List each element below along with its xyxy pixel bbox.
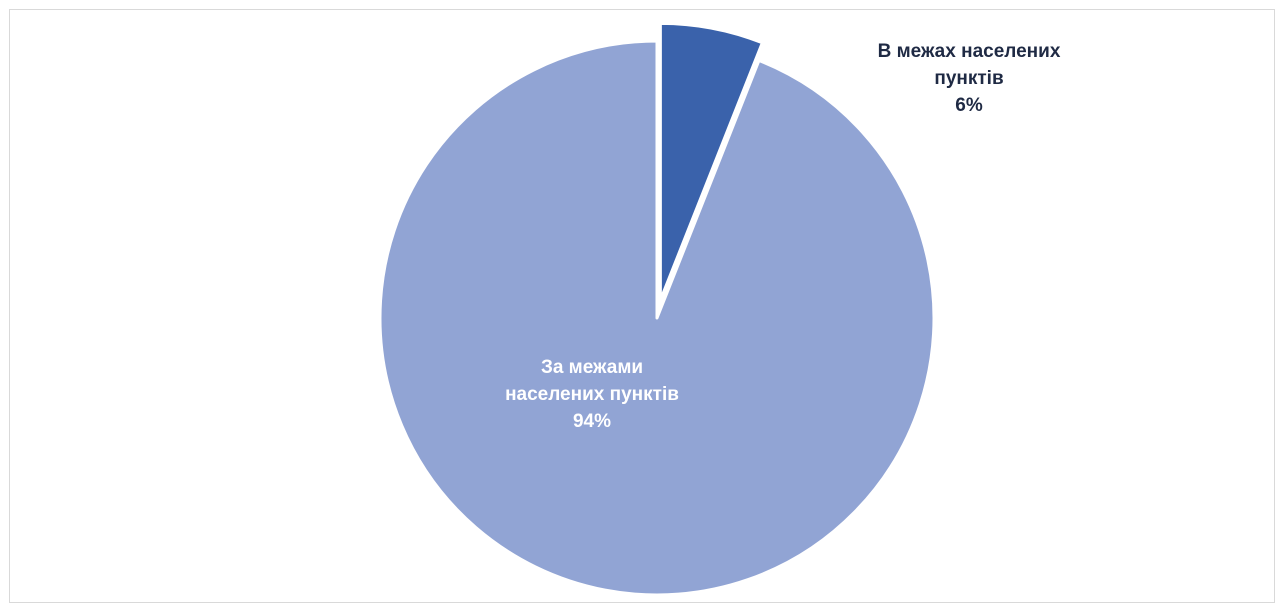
pie-slice-label-line: населених пунктів — [505, 384, 679, 405]
pie-slice-1 — [658, 21, 764, 302]
pie-slice-label-line: За межами — [541, 357, 643, 378]
pie-slice-percent: 6% — [955, 95, 983, 116]
pie-slices — [378, 21, 936, 597]
pie-slice-label-line: В межах населених — [878, 41, 1061, 62]
pie-slice-percent: 94% — [573, 411, 611, 432]
pie-labels: В межах населених пунктів 6% За межами насел… — [505, 41, 1061, 432]
pie-slice-label-line: пунктів — [934, 68, 1003, 89]
pie-slice-label-2: За межами населених пунктів 94% — [505, 357, 679, 432]
pie-slice-label-1: В межах населених пунктів 6% — [878, 41, 1061, 116]
pie-slice-2 — [378, 39, 936, 597]
